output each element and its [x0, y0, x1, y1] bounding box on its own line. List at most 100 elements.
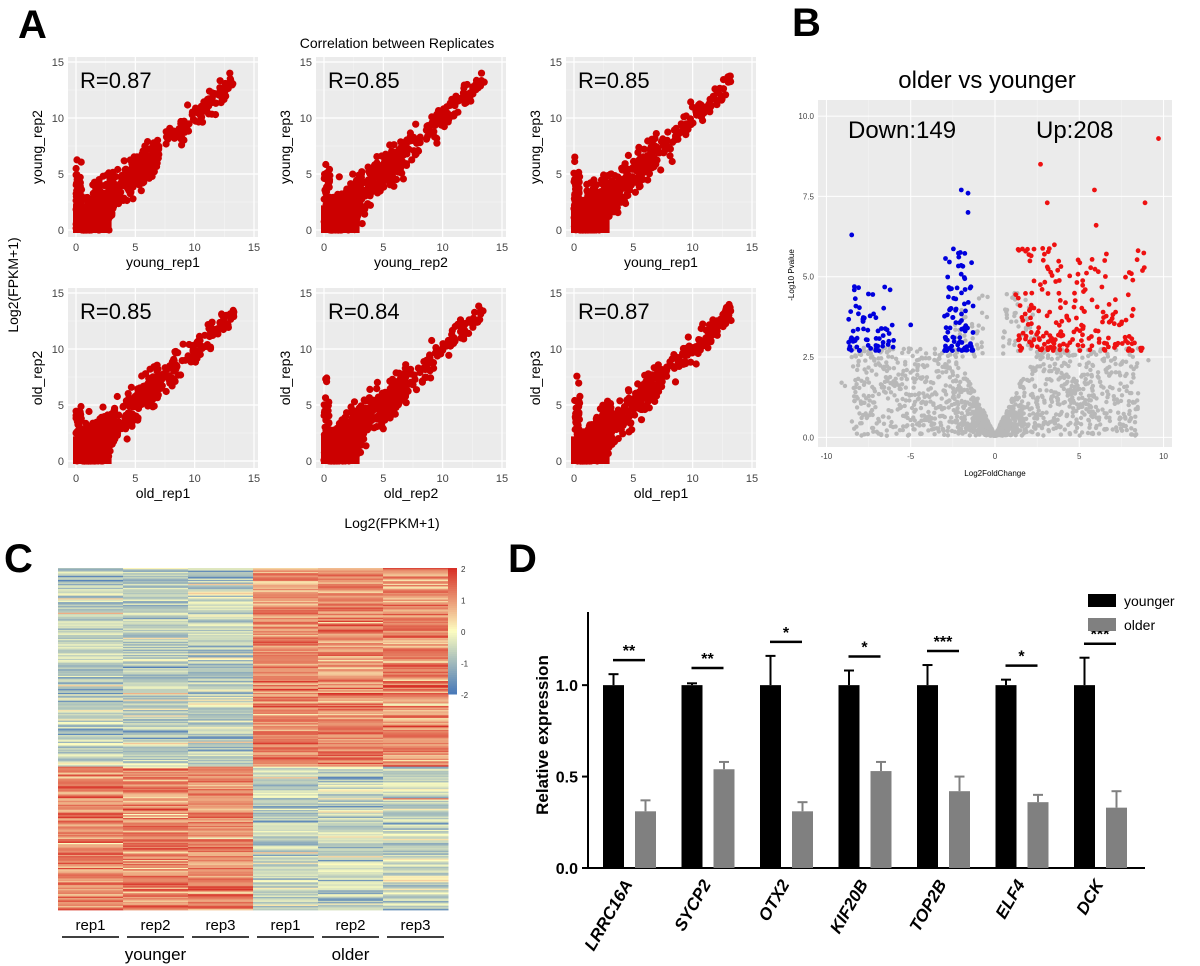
- data-point: [112, 183, 120, 191]
- data-point: [355, 183, 363, 191]
- data-point: [363, 187, 371, 195]
- data-point: [153, 150, 161, 158]
- data-point: [932, 346, 938, 351]
- y-tick-label: 0: [58, 225, 64, 237]
- subplot-y-label: old_rep2: [29, 351, 45, 406]
- data-point: [450, 112, 458, 120]
- data-point: [698, 112, 706, 120]
- data-point: [429, 128, 437, 136]
- data-point: [897, 402, 902, 408]
- x-tick-label: -10: [821, 452, 833, 461]
- data-point: [137, 187, 145, 195]
- dense-point-cluster: [73, 205, 112, 233]
- x-tick-label: 10: [189, 473, 201, 485]
- data-point: [374, 170, 382, 178]
- y-tick-label: 10.0: [798, 112, 814, 121]
- data-point: [652, 160, 660, 168]
- data-point: [598, 424, 607, 432]
- data-point: [632, 390, 640, 398]
- data-point: [416, 139, 424, 147]
- data-point: [193, 354, 201, 363]
- data-point: [1078, 415, 1084, 421]
- data-point: [365, 405, 373, 413]
- data-point: [1046, 429, 1052, 434]
- data-point: [1093, 404, 1099, 410]
- panel-letter-c: C: [4, 537, 33, 581]
- data-point: [479, 307, 487, 315]
- data-point: [343, 423, 351, 431]
- data-point: [1067, 404, 1072, 409]
- data-point: [461, 93, 469, 101]
- data-point: [724, 78, 732, 86]
- data-point: [180, 120, 188, 129]
- data-point: [951, 408, 956, 413]
- data-point: [910, 422, 915, 428]
- data-point: [383, 406, 391, 414]
- x-tick-label: 15: [746, 473, 758, 485]
- data-point: [855, 363, 861, 368]
- data-point: [922, 394, 927, 400]
- data-point: [1081, 386, 1086, 392]
- data-point: [704, 338, 713, 346]
- data-point: [204, 321, 212, 329]
- data-point: [85, 407, 93, 416]
- data-point: [102, 190, 110, 199]
- data-point: [168, 362, 176, 370]
- data-point: [962, 371, 968, 376]
- data-point: [574, 412, 582, 420]
- data-point: [203, 107, 211, 115]
- data-point: [123, 435, 131, 443]
- data-point: [150, 163, 158, 171]
- data-point: [104, 411, 112, 419]
- data-point: [1096, 417, 1102, 423]
- correlation-annotation: R=0.85: [578, 68, 650, 93]
- data-point: [918, 405, 924, 411]
- data-point: [716, 321, 724, 330]
- y-tick-label: 0.0: [803, 433, 815, 442]
- data-point: [889, 419, 894, 425]
- data-point: [859, 421, 864, 426]
- data-point: [195, 118, 203, 126]
- data-point: [942, 389, 948, 394]
- x-tick-label: 15: [746, 242, 758, 254]
- data-point: [1100, 391, 1105, 396]
- y-tick-label: 15: [52, 288, 64, 300]
- data-point: [606, 184, 614, 192]
- data-point: [411, 151, 419, 159]
- data-point: [378, 423, 386, 431]
- data-point: [641, 405, 649, 414]
- data-point: [95, 176, 103, 184]
- data-point: [576, 173, 584, 181]
- data-point: [423, 122, 431, 130]
- data-point: [571, 157, 579, 166]
- data-point: [388, 172, 397, 180]
- y-tick-label: 0: [556, 456, 562, 468]
- y-tick-label: 5: [306, 400, 312, 412]
- data-point: [1047, 364, 1053, 369]
- data-point: [1038, 356, 1043, 362]
- data-point: [713, 101, 721, 109]
- data-point: [165, 131, 173, 140]
- data-point: [450, 338, 458, 346]
- data-point: [446, 101, 454, 109]
- data-point: [941, 428, 946, 433]
- data-point: [956, 365, 961, 371]
- data-point: [684, 125, 692, 133]
- data-point: [477, 69, 486, 77]
- data-point: [74, 176, 82, 184]
- data-point: [607, 404, 615, 412]
- x-tick-label: 10: [189, 242, 201, 254]
- data-point: [331, 426, 339, 434]
- data-point: [648, 142, 656, 150]
- data-point: [412, 120, 420, 128]
- data-point: [575, 184, 583, 192]
- data-point: [111, 404, 119, 412]
- data-point: [124, 178, 132, 186]
- data-point: [669, 138, 677, 146]
- data-point: [476, 316, 484, 324]
- data-point: [932, 390, 938, 395]
- data-point: [134, 385, 142, 393]
- data-point: [388, 147, 396, 155]
- data-point: [895, 407, 900, 412]
